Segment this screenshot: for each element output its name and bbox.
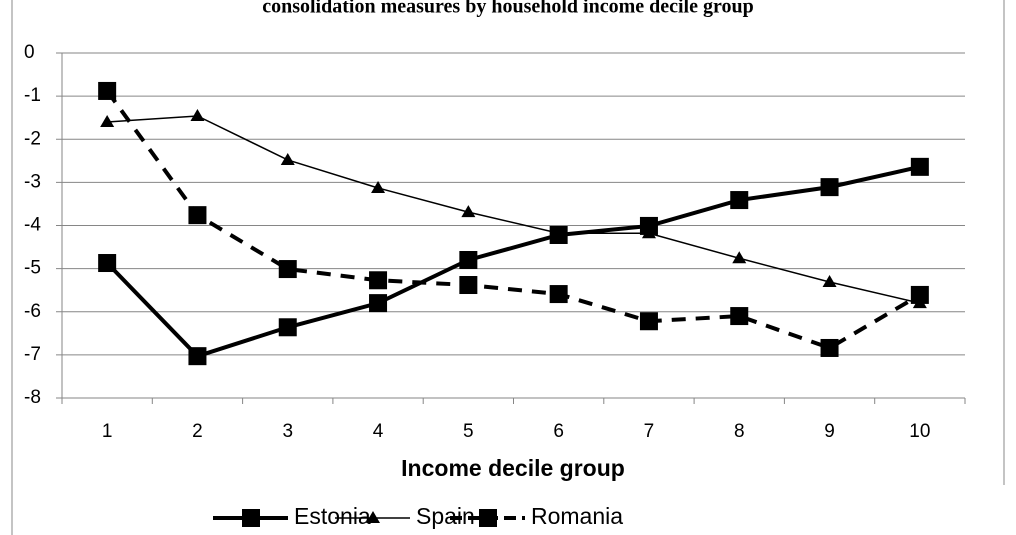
y-tick-label: 0: [24, 42, 35, 63]
x-tick-label: 5: [463, 421, 474, 442]
marker: [551, 226, 566, 239]
legend-marker: [366, 511, 380, 523]
x-axis-title: Income decile group: [401, 455, 625, 481]
marker: [730, 191, 749, 210]
marker: [459, 276, 478, 295]
y-tick-label: -8: [24, 387, 41, 408]
y-tick-label: -4: [24, 215, 41, 236]
x-tick-label: 7: [644, 421, 655, 442]
marker: [639, 216, 658, 235]
marker: [369, 271, 388, 290]
marker: [278, 318, 297, 337]
x-tick-label: 9: [824, 421, 835, 442]
marker: [98, 254, 117, 273]
x-tick-label: 3: [282, 421, 293, 442]
legend-label: Spain: [416, 503, 475, 529]
marker: [910, 157, 929, 176]
legend-marker: [242, 509, 260, 527]
y-tick-label: -7: [24, 344, 41, 365]
series-line: [105, 89, 921, 351]
y-tick-label: -5: [24, 258, 41, 279]
marker: [459, 251, 478, 269]
marker: [100, 115, 115, 127]
marker: [188, 347, 207, 366]
x-tick-label: 1: [102, 421, 113, 442]
legend-marker: [479, 509, 497, 527]
series-line: [107, 115, 921, 304]
series-line: [105, 164, 921, 359]
marker: [371, 180, 386, 193]
x-tick-label: 8: [734, 421, 745, 442]
marker: [188, 206, 207, 225]
x-tick-label: 6: [553, 421, 564, 442]
marker: [822, 274, 837, 287]
marker: [98, 81, 117, 100]
chart-title: consolidation measures by household inco…: [262, 0, 754, 18]
marker: [190, 108, 205, 121]
marker: [910, 285, 929, 304]
marker: [641, 226, 656, 239]
marker: [639, 312, 658, 331]
y-tick-label: -1: [24, 85, 41, 106]
marker: [820, 338, 839, 357]
marker: [730, 307, 749, 326]
marker: [369, 294, 388, 313]
y-tick-label: -2: [24, 128, 41, 149]
marker: [278, 260, 297, 279]
x-tick-label: 2: [192, 421, 203, 442]
marker: [461, 205, 476, 218]
y-tick-label: -6: [24, 301, 41, 322]
x-tick-label: 10: [909, 421, 930, 442]
legend-label: Romania: [531, 503, 623, 529]
marker: [549, 285, 568, 304]
y-tick-label: -3: [24, 171, 41, 192]
marker: [820, 178, 839, 197]
marker: [280, 152, 295, 165]
x-tick-label: 4: [373, 421, 384, 442]
legend-label: Estonia: [294, 503, 371, 529]
marker: [732, 251, 747, 264]
